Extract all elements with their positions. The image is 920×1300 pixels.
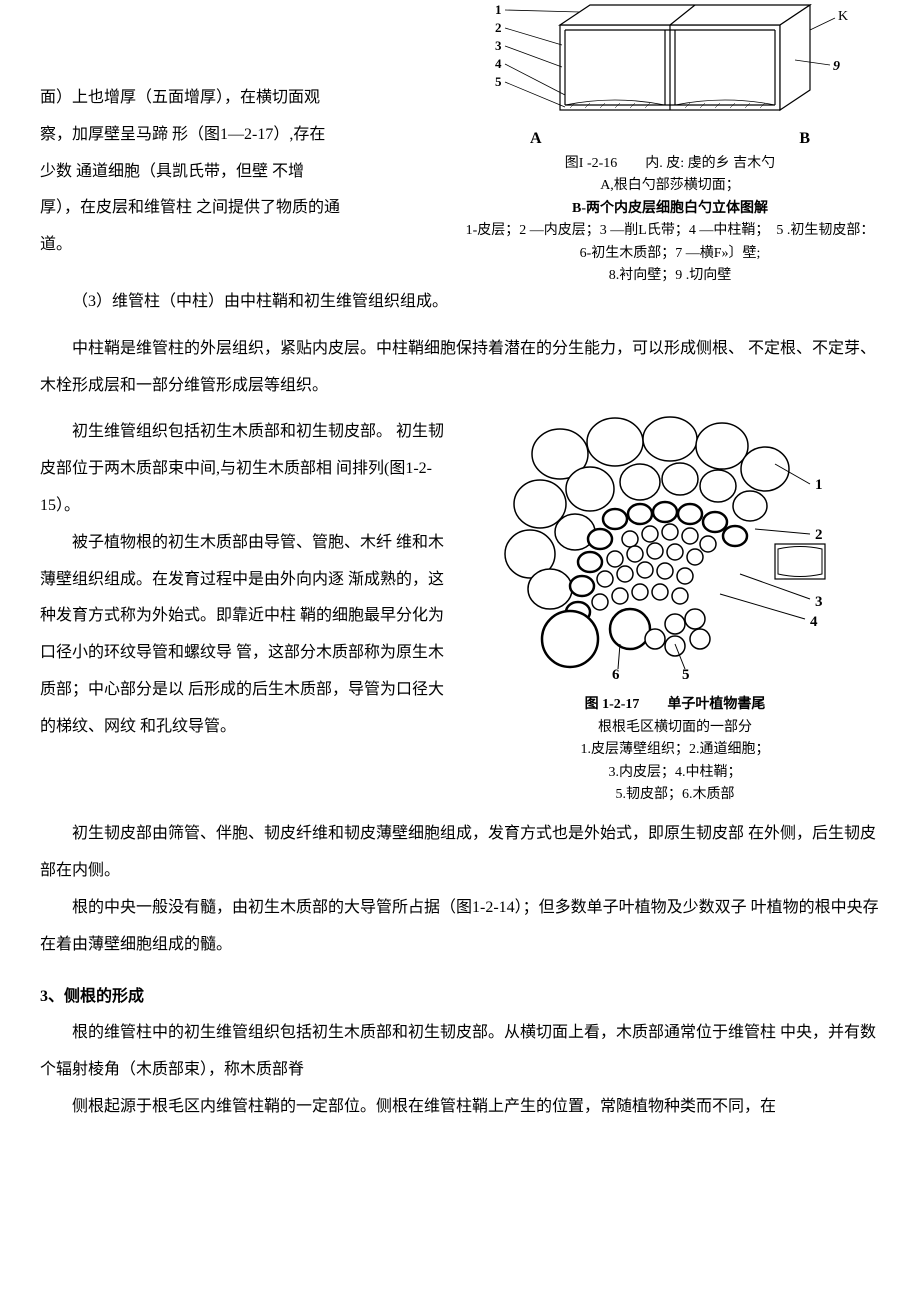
left-text-block: 面）上也增厚（五面增厚），在横切面观察，加厚壁呈马蹄 形（图1—2-17）,存在… — [40, 0, 340, 264]
para-7: 根的维管柱中的初生维管组织包括初生木质部和初生韧皮部。从横切面上看，木质部通常位… — [40, 1015, 880, 1089]
svg-text:2: 2 — [815, 527, 823, 543]
bottom-section: 初生韧皮部由筛管、伴胞、韧皮纤维和韧皮薄壁细胞组成，发育方式也是外始式，即原生韧… — [40, 816, 880, 1125]
left-column: 初生维管组织包括初生木质部和初生韧皮部。 初生韧皮部位于两木质部束中间,与初生木… — [40, 414, 450, 806]
fig2-caption-l4: 3.内皮层；4.中柱鞘； — [470, 762, 880, 784]
fig1-caption-l2: A,根白勺部莎横切面； — [460, 175, 880, 197]
twocol-p1: 初生维管组织包括初生木质部和初生韧皮部。 初生韧皮部位于两木质部束中间,与初生木… — [40, 414, 450, 524]
para-4-section: 中柱鞘是维管柱的外层组织，紧贴内皮层。中柱鞘细胞保持着潜在的分生能力，可以形成侧… — [40, 331, 880, 405]
figure-2-diagram: 1 2 3 4 5 6 — [500, 414, 850, 684]
fig2-caption-l1: 图 1-2-17 单子叶植物書尾 — [470, 694, 880, 716]
figure-1-caption: 图I -2-16 内. 皮: 虔的乡 吉木勺 A,根白勺部莎横切面； B-两个内… — [460, 153, 880, 287]
two-column-section: 初生维管组织包括初生木质部和初生韧皮部。 初生韧皮部位于两木质部束中间,与初生木… — [40, 414, 880, 806]
svg-text:3: 3 — [495, 38, 502, 53]
fig2-caption-l2: 根根毛区横切面的一部分 — [470, 717, 880, 739]
para-4: 中柱鞘是维管柱的外层组织，紧贴内皮层。中柱鞘细胞保持着潜在的分生能力，可以形成侧… — [40, 331, 880, 405]
fig2-caption-l5: 5.韧皮部；6.木质部 — [470, 784, 880, 806]
svg-text:1: 1 — [495, 2, 502, 17]
heading-3: 3、侧根的形成 — [40, 979, 880, 1016]
figure-1-label-b: B — [799, 130, 810, 148]
fig1-caption-l5: 8.衬向壁；9 .切向壁 — [460, 265, 880, 287]
para-8: 侧根起源于根毛区内维管柱鞘的一定部位。侧根在维管柱鞘上产生的位置，常随植物种类而… — [40, 1089, 880, 1126]
para-6: 根的中央一般没有髓，由初生木质部的大导管所占据（图1-2-14）；但多数单子叶植… — [40, 890, 880, 964]
svg-text:4: 4 — [810, 614, 818, 630]
figure-1-diagram: 1 2 3 4 5 K 9 — [490, 0, 850, 125]
fig1-caption-l3: B-两个内皮层细胞白勺立体图解 — [460, 198, 880, 220]
para-5: 初生韧皮部由筛管、伴胞、韧皮纤维和韧皮薄壁细胞组成，发育方式也是外始式，即原生韧… — [40, 816, 880, 890]
twocol-p2: 被子植物根的初生木质部由导管、管胞、木纤 维和木薄壁组织组成。在发育过程中是由外… — [40, 525, 450, 746]
para-1: 面）上也增厚（五面增厚），在横切面观察，加厚壁呈马蹄 形（图1—2-17）,存在… — [40, 80, 340, 264]
figure-1-container: 1 2 3 4 5 K 9 A B 图I -2-16 内. 皮: 虔的乡 吉木勺… — [460, 0, 880, 287]
figure-1-label-a: A — [530, 130, 542, 148]
fig2-caption-l3: 1.皮层薄壁组织；2.通道细胞； — [470, 739, 880, 761]
fig1-caption-l4: 1-皮层；2 —内皮层；3 —削L氏带；4 —中柱鞘； 5 .初生韧皮部：6-初… — [460, 220, 880, 265]
svg-text:5: 5 — [682, 667, 690, 683]
figure-1-ab-labels: A B — [490, 130, 850, 148]
svg-text:1: 1 — [815, 477, 823, 493]
svg-text:4: 4 — [495, 56, 502, 71]
svg-text:2: 2 — [495, 20, 502, 35]
right-column: 1 2 3 4 5 6 图 1-2-17 单子叶植物書尾 根根毛区横切面的一部分… — [450, 414, 880, 806]
fig1-caption-l1: 图I -2-16 内. 皮: 虔的乡 吉木勺 — [460, 153, 880, 175]
svg-text:3: 3 — [815, 594, 823, 610]
svg-text:6: 6 — [612, 667, 620, 683]
figure-2-caption: 图 1-2-17 单子叶植物書尾 根根毛区横切面的一部分 1.皮层薄壁组织；2.… — [470, 694, 880, 806]
para-3: （3）维管柱（中柱）由中柱鞘和初生维管组织组成。 — [40, 284, 880, 321]
svg-text:K: K — [838, 9, 848, 24]
svg-text:9: 9 — [833, 59, 840, 74]
svg-text:5: 5 — [495, 74, 502, 89]
